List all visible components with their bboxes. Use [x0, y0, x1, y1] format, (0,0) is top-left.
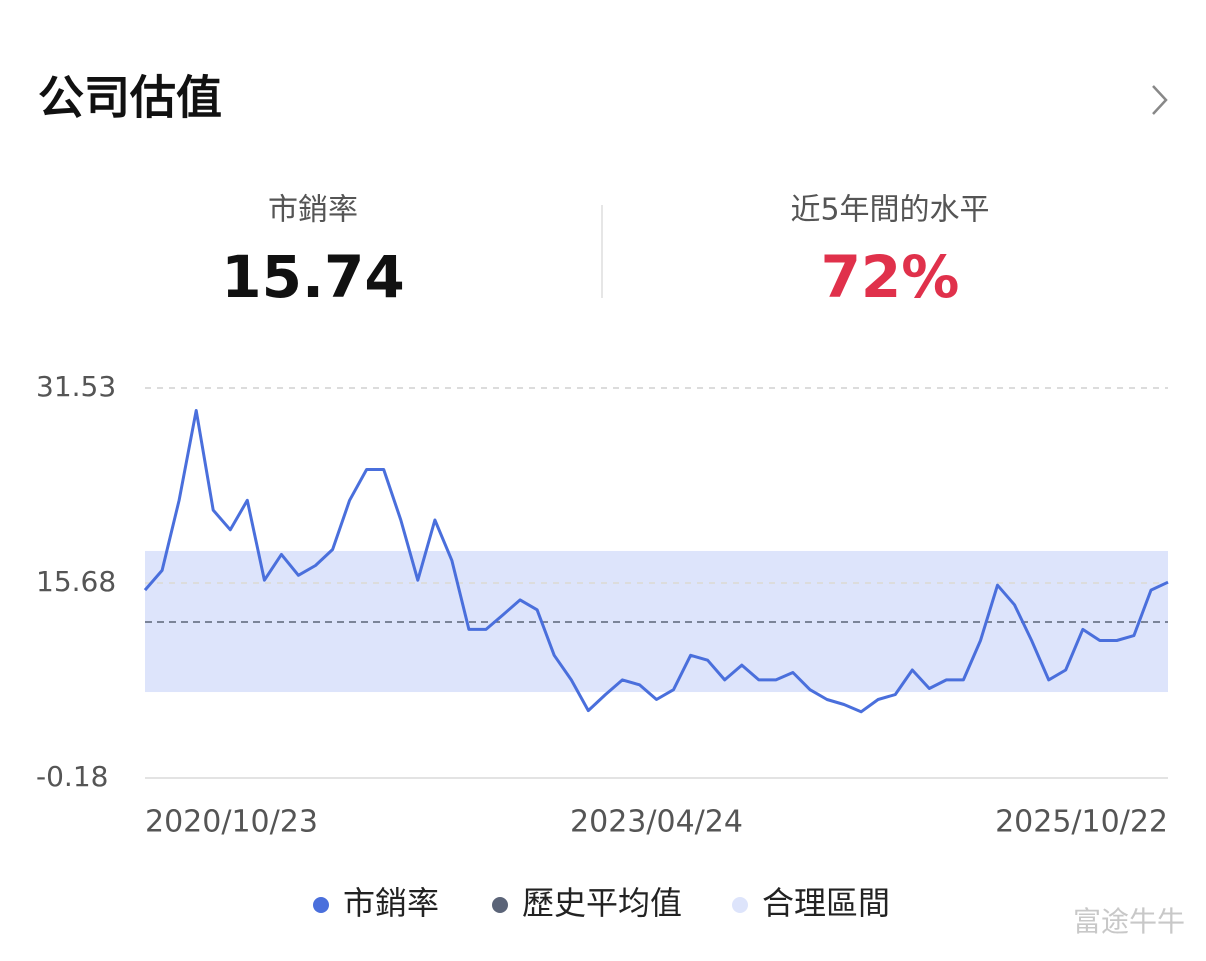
stat-label: 市銷率	[268, 193, 358, 228]
legend-label: 合理區間	[762, 884, 890, 922]
stat-label: 近5年間的水平	[790, 193, 989, 228]
legend-marker	[492, 897, 508, 913]
chevron[interactable]	[1152, 85, 1168, 115]
y-tick-label: 31.53	[36, 370, 116, 403]
legend-marker	[313, 897, 329, 913]
x-tick-label: 2023/04/24	[570, 805, 743, 840]
x-tick-label: 2025/10/22	[995, 805, 1168, 840]
legend-marker	[732, 897, 748, 913]
stat-value: 15.74	[221, 243, 404, 311]
legend-label: 市銷率	[343, 884, 439, 922]
y-tick-label: -0.18	[36, 760, 108, 793]
x-tick-label: 2020/10/23	[145, 805, 318, 840]
watermark: 富途牛牛	[1073, 905, 1185, 938]
y-tick-label: 15.68	[36, 565, 116, 598]
series-line	[143, 409, 1169, 714]
section-title: 公司估值	[38, 71, 222, 125]
stat-value: 72%	[821, 243, 960, 311]
legend-label: 歷史平均值	[522, 884, 682, 922]
